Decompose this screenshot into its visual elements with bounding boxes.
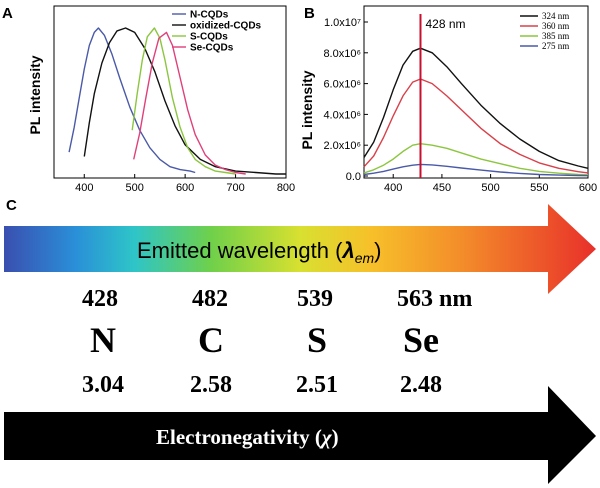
black-arrow-label: Electronegativity (χ) [156, 425, 339, 449]
panel-a-legend-label: N-CQDs [190, 10, 229, 21]
panel-b-y-tick-label: 2.0x10⁶ [323, 140, 361, 152]
panel-a-legend-label: oxidized-CQDs [190, 21, 262, 32]
panel-b-series-line-1 [363, 78, 589, 174]
panel-label-b: B [304, 5, 315, 22]
panel-a-series-line-1 [83, 27, 286, 175]
panel-b-y-tick-label: 1.0x10⁷ [324, 17, 361, 29]
panel-b-series [363, 47, 589, 177]
panel-b-series-line-2 [363, 142, 589, 176]
panel-a-legend-label: Se-CQDs [190, 43, 234, 54]
panel-b-annotation: 428 nm [419, 14, 466, 178]
rainbow-arrow [4, 204, 596, 294]
element-se: Se [403, 320, 439, 360]
panel-a-x-tick-label: 600 [176, 182, 194, 194]
electronegativity-c: 2.58 [190, 372, 232, 398]
wavelength-row: 428 482 539 563 nm [82, 286, 472, 312]
panel-b-series-line-3 [363, 163, 589, 177]
panel-b-y-tick-label: 4.0x10⁶ [323, 109, 361, 121]
wavelength-n: 428 [82, 286, 118, 312]
panel-b-x-tick-label: 600 [579, 182, 597, 194]
panel-a-legend-label: S-CQDs [190, 32, 228, 43]
rainbow-arrow-label: Emitted wavelength (λem) [137, 238, 381, 266]
panel-b-y-tick-label: 8.0x10⁶ [323, 48, 361, 60]
panel-b-frame [363, 5, 589, 179]
electronegativity-n: 3.04 [82, 372, 124, 398]
panel-a-x-tick-label: 700 [226, 182, 244, 194]
panel-a-x-tick-label: 400 [75, 182, 93, 194]
panel-a: A PL intensity 400 500 600 700 800 N-CQDsoxi… [2, 5, 295, 194]
panel-b: B PL intensity 400 450 500 550 600 0.0 2.0x10⁶… [299, 5, 597, 194]
panel-b-x-tick-label: 550 [530, 182, 548, 194]
element-n: N [90, 320, 116, 360]
panel-b-legend-label: 360 nm [542, 21, 569, 31]
panel-b-x-tick-label: 450 [433, 182, 451, 194]
panel-b-legend-label: 275 nm [542, 41, 569, 51]
panel-b-y-tick-label: 0.0 [346, 171, 361, 183]
panel-b-y-tick-label: 6.0x10⁶ [323, 79, 361, 91]
wavelength-s: 539 [297, 286, 333, 312]
panel-a-series-line-3 [133, 31, 246, 175]
panel-b-legend-label: 385 nm [542, 31, 569, 41]
panel-a-x-ticks: 400 500 600 700 800 [75, 174, 295, 194]
panel-b-x-tick-label: 500 [481, 182, 499, 194]
wavelength-c: 482 [192, 286, 228, 312]
electronegativity-s: 2.51 [296, 372, 338, 398]
panel-b-legend-label: 324 nm [542, 11, 569, 21]
panel-b-x-tick-label: 400 [384, 182, 402, 194]
element-c: C [198, 320, 224, 360]
panel-label-a: A [2, 5, 13, 22]
panel-b-ticks: 400 450 500 550 600 0.0 2.0x10⁶ 4.0x10⁶ 6.0x10⁶ 8… [323, 17, 597, 194]
panel-b-peak-label: 428 nm [425, 17, 465, 31]
wavelength-se: 563 nm [397, 286, 472, 312]
black-arrow [4, 386, 596, 484]
electronegativity-row: 3.04 2.58 2.51 2.48 [82, 372, 442, 398]
electronegativity-se: 2.48 [400, 372, 442, 398]
panel-c: C Emitted wavelength (λem) 428 482 539 5… [4, 197, 596, 484]
panel-a-x-tick-label: 800 [277, 182, 295, 194]
panel-b-ylabel: PL intensity [299, 70, 315, 149]
panel-a-frame [53, 5, 287, 179]
panel-label-c: C [6, 197, 17, 214]
panel-a-series-line-2 [131, 27, 236, 175]
panel-a-series-line-0 [68, 27, 196, 174]
panel-a-ylabel: PL intensity [27, 55, 43, 134]
panel-a-series [68, 27, 286, 175]
element-s: S [307, 320, 327, 360]
panel-a-x-tick-label: 500 [126, 182, 144, 194]
panel-b-series-line-0 [363, 47, 589, 169]
element-row: N C S Se [90, 320, 439, 360]
